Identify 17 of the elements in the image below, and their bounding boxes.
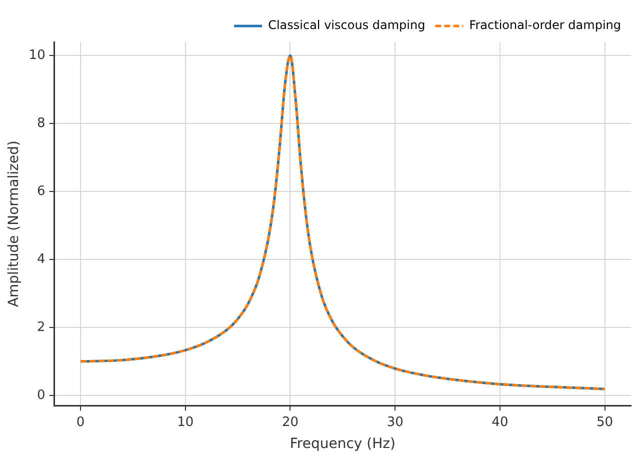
y-tick-label: 10 [28,48,46,63]
x-axis-title: Frequency (Hz) [290,436,396,452]
y-axis-title: Amplitude (Normalized) [6,140,22,308]
y-tick-label: 2 [37,320,46,335]
y-tick-label: 8 [37,116,46,131]
x-tick-label: 0 [76,414,85,430]
y-tick-label: 6 [37,184,46,199]
y-tick-label: 0 [37,388,46,403]
legend-label: Classical viscous damping [268,18,426,32]
x-tick-label: 10 [177,414,194,430]
x-tick-label: 20 [282,414,299,430]
x-tick-label: 40 [492,414,508,430]
y-tick-label: 4 [37,252,46,267]
x-tick-label: 50 [596,414,614,430]
line-series [79,54,606,390]
legend-label: Fractional-order damping [469,18,622,32]
x-tick-label: 30 [386,414,404,430]
